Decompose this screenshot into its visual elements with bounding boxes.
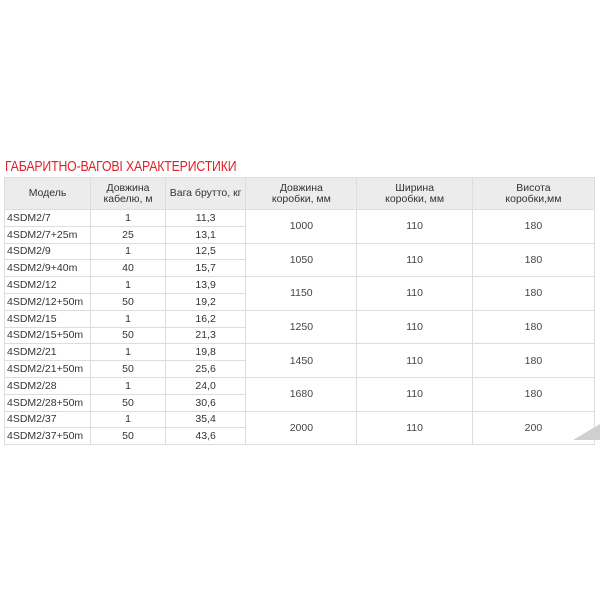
cell-cable-length: 40 (90, 259, 166, 278)
cell-cable-length: 1 (90, 410, 166, 429)
cell-model: 4SDM2/28 (3, 376, 92, 395)
cell-gross-weight: 24,0 (164, 376, 247, 395)
cell-box-height: 180 (471, 276, 596, 311)
cell-gross-weight: 35,4 (164, 410, 247, 429)
header-box-width: Ширина коробки, мм (356, 177, 473, 210)
cell-box-length: 1250 (245, 309, 358, 345)
cell-model: 4SDM2/9 (3, 242, 92, 261)
cell-model: 4SDM2/28+50m (3, 393, 92, 412)
cell-gross-weight: 30,6 (164, 393, 247, 412)
cell-box-length: 1050 (245, 242, 358, 278)
cell-box-height: 180 (471, 242, 596, 278)
cell-box-length: 1150 (245, 276, 358, 311)
table-row: 4SDM2/21 1 19,8 1450 110 180 (3, 343, 596, 378)
section-title: ГАБАРИТНО-ВАГОВІ ХАРАКТЕРИСТИКИ (5, 158, 237, 175)
cell-model: 4SDM2/7 (3, 209, 92, 227)
cell-cable-length: 1 (90, 276, 166, 294)
cell-cable-length: 1 (90, 376, 166, 395)
cell-box-width: 110 (356, 410, 473, 446)
cell-cable-length: 1 (90, 309, 166, 328)
cell-box-length: 1000 (245, 209, 358, 244)
table-row: 4SDM2/37 1 35,4 2000 110 200 (3, 410, 596, 446)
cell-gross-weight: 43,6 (164, 427, 247, 446)
table-row: 4SDM2/37+50m 50 43,6 (3, 427, 595, 446)
cell-box-width: 110 (356, 242, 473, 278)
cell-box-length: 2000 (245, 410, 358, 446)
header-box-height: Висота коробки,мм (471, 177, 596, 210)
cell-gross-weight: 25,6 (164, 360, 247, 378)
cell-box-height: 180 (471, 343, 596, 378)
cell-gross-weight: 12,5 (164, 242, 247, 261)
cell-box-width: 110 (356, 209, 473, 244)
cell-gross-weight: 16,2 (164, 309, 247, 328)
cell-model: 4SDM2/12+50m (3, 292, 92, 311)
cell-model: 4SDM2/21 (3, 343, 92, 362)
cell-gross-weight: 13,9 (164, 276, 247, 294)
cell-box-width: 110 (356, 309, 473, 345)
cell-gross-weight: 11,3 (164, 209, 247, 227)
table-row: 4SDM2/9 1 12,5 1050 110 180 (3, 242, 596, 278)
cell-gross-weight: 19,8 (164, 343, 247, 362)
header-cable-length: Довжина кабелю, м (90, 177, 166, 210)
table-row: 4SDM2/28 1 24,0 1680 110 180 (3, 376, 596, 412)
cell-cable-length: 50 (90, 427, 166, 446)
cell-cable-length: 50 (90, 360, 166, 378)
table-row: 4SDM2/7+25m 25 13,1 (3, 225, 595, 244)
cell-model: 4SDM2/37+50m (3, 427, 92, 446)
cell-gross-weight: 21,3 (164, 326, 247, 345)
table-row: 4SDM2/7 1 11,3 1000 110 180 (3, 209, 596, 244)
cell-gross-weight: 13,1 (164, 225, 247, 244)
cell-model: 4SDM2/15+50m (3, 326, 92, 345)
table-header: Модель Довжина кабелю, м Вага брутто, кг… (3, 177, 596, 210)
header-gross-weight: Вага брутто, кг (164, 177, 247, 210)
cell-box-length: 1450 (245, 343, 358, 378)
cell-box-height: 180 (471, 376, 596, 412)
cell-cable-length: 1 (90, 242, 166, 261)
cell-model: 4SDM2/15 (3, 309, 92, 328)
cell-box-height: 180 (471, 209, 596, 244)
cell-model: 4SDM2/21+50m (3, 360, 92, 378)
cell-box-width: 110 (356, 276, 473, 311)
cell-box-length: 1680 (245, 376, 358, 412)
cell-gross-weight: 19,2 (164, 292, 247, 311)
cell-model: 4SDM2/7+25m (3, 225, 92, 244)
table-row: 4SDM2/28+50m 50 30,6 (3, 393, 595, 412)
cell-gross-weight: 15,7 (164, 259, 247, 278)
cell-model: 4SDM2/37 (3, 410, 92, 429)
cell-box-width: 110 (356, 343, 473, 378)
specs-table: Модель Довжина кабелю, м Вага брутто, кг… (3, 177, 596, 446)
header-model: Модель (3, 177, 92, 210)
cell-model: 4SDM2/12 (3, 276, 92, 294)
cell-model: 4SDM2/9+40m (3, 259, 92, 278)
cell-cable-length: 50 (90, 292, 166, 311)
table-row: 4SDM2/12 1 13,9 1150 110 180 (3, 276, 596, 311)
cell-cable-length: 50 (90, 326, 166, 345)
corner-decoration (573, 424, 600, 440)
cell-box-height: 180 (471, 309, 596, 345)
cell-box-width: 110 (356, 376, 473, 412)
cell-cable-length: 1 (90, 209, 166, 227)
cell-cable-length: 50 (90, 393, 166, 412)
cell-cable-length: 1 (90, 343, 166, 362)
cell-cable-length: 25 (90, 225, 166, 244)
header-box-length: Довжина коробки, мм (245, 177, 358, 210)
table-row: 4SDM2/15 1 16,2 1250 110 180 (3, 309, 596, 345)
